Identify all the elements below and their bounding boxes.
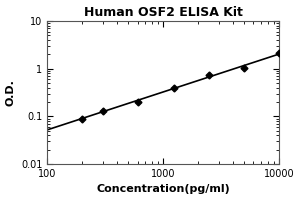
Title: Human OSF2 ELISA Kit: Human OSF2 ELISA Kit [84,6,243,19]
Y-axis label: O.D.: O.D. [6,79,16,106]
X-axis label: Concentration(pg/ml): Concentration(pg/ml) [96,184,230,194]
